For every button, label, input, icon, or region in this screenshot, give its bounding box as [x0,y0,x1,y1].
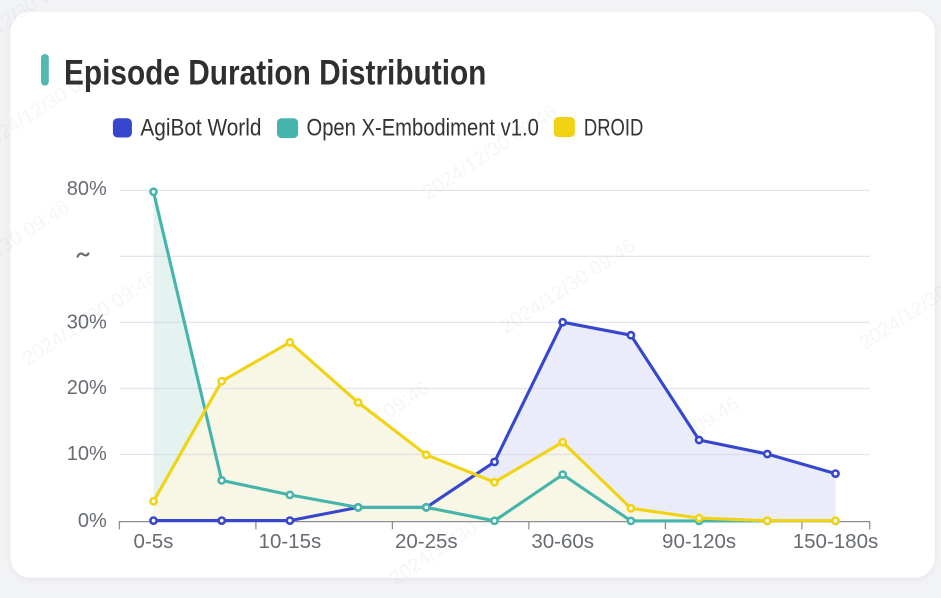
svg-text:10%: 10% [67,443,107,465]
svg-text:150-180s: 150-180s [793,530,878,553]
svg-text:10-15s: 10-15s [259,530,322,553]
svg-text:20-25s: 20-25s [395,530,458,553]
svg-text:30-60s: 30-60s [531,530,594,553]
svg-text:30%: 30% [67,311,107,333]
svg-text:DROID: DROID [584,115,643,142]
svg-text:80%: 80% [67,178,107,200]
svg-text:90-120s: 90-120s [662,530,736,553]
svg-text:Open X-Embodiment v1.0: Open X-Embodiment v1.0 [307,115,539,142]
svg-text:0-5s: 0-5s [134,530,174,553]
svg-text:AgiBot World: AgiBot World [140,115,261,142]
svg-text:Episode Duration Distribution: Episode Duration Distribution [64,53,486,92]
svg-text:20%: 20% [67,377,107,399]
svg-text:0%: 0% [78,510,107,532]
